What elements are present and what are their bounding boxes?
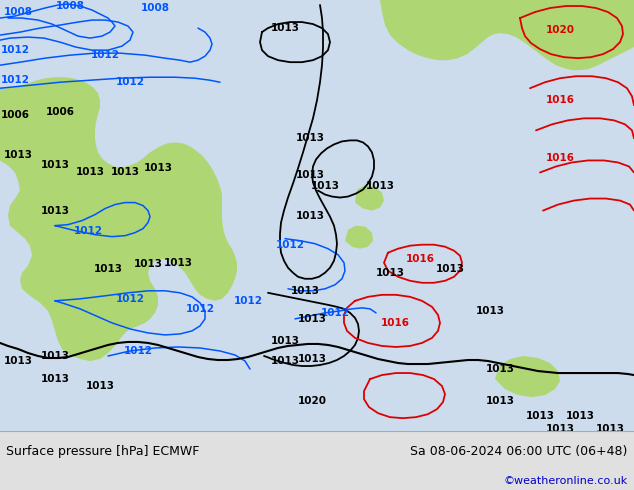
- Text: 1013: 1013: [566, 411, 595, 421]
- Polygon shape: [0, 0, 237, 361]
- Text: 1013: 1013: [41, 351, 70, 361]
- Text: 1013: 1013: [41, 206, 70, 216]
- Text: 1020: 1020: [545, 25, 574, 35]
- Polygon shape: [355, 186, 384, 211]
- Text: 1013: 1013: [526, 411, 555, 421]
- Text: 1013: 1013: [41, 160, 70, 171]
- Text: 1016: 1016: [545, 153, 574, 164]
- Polygon shape: [380, 0, 634, 70]
- Text: 1012: 1012: [74, 225, 103, 236]
- Text: 1013: 1013: [41, 374, 70, 384]
- Text: 1013: 1013: [75, 168, 105, 177]
- Polygon shape: [345, 225, 373, 249]
- Text: 1013: 1013: [545, 424, 574, 434]
- Text: 1013: 1013: [297, 314, 327, 324]
- Text: 1013: 1013: [476, 306, 505, 316]
- Text: 1013: 1013: [486, 396, 515, 406]
- Text: 1012: 1012: [115, 77, 145, 87]
- Text: 1016: 1016: [406, 254, 434, 264]
- Text: 1020: 1020: [297, 396, 327, 406]
- Text: Surface pressure [hPa] ECMWF: Surface pressure [hPa] ECMWF: [6, 445, 200, 458]
- Text: 1013: 1013: [86, 381, 115, 391]
- Text: 1006: 1006: [46, 107, 75, 117]
- Text: 1013: 1013: [436, 264, 465, 274]
- Polygon shape: [495, 356, 560, 397]
- Text: 1013: 1013: [295, 211, 325, 220]
- Text: 1012: 1012: [124, 346, 153, 356]
- Text: 1012: 1012: [186, 304, 214, 314]
- Text: 1013: 1013: [271, 23, 299, 33]
- Text: 1013: 1013: [134, 259, 162, 269]
- Text: 1013: 1013: [290, 286, 320, 296]
- Text: 1013: 1013: [143, 164, 172, 173]
- Text: 1008: 1008: [4, 7, 32, 17]
- Text: 1013: 1013: [110, 168, 139, 177]
- Text: 1013: 1013: [311, 180, 339, 191]
- Text: 1016: 1016: [545, 95, 574, 105]
- Text: 1013: 1013: [4, 150, 32, 160]
- Text: 1006: 1006: [1, 110, 30, 121]
- Text: 1012: 1012: [276, 240, 304, 250]
- Text: 1008: 1008: [141, 3, 169, 13]
- Text: 1012: 1012: [1, 75, 30, 85]
- Text: 1012: 1012: [91, 50, 119, 60]
- Text: 1013: 1013: [295, 133, 325, 144]
- Text: 1013: 1013: [271, 336, 299, 346]
- Text: 1016: 1016: [380, 318, 410, 328]
- Text: 1013: 1013: [93, 264, 122, 274]
- Text: 1013: 1013: [486, 364, 515, 374]
- Text: 1008: 1008: [56, 1, 84, 11]
- Text: 1013: 1013: [365, 180, 394, 191]
- Text: ©weatheronline.co.uk: ©weatheronline.co.uk: [503, 476, 628, 486]
- Text: 1013: 1013: [295, 171, 325, 180]
- Text: 1013: 1013: [375, 268, 404, 278]
- Text: 1013: 1013: [4, 356, 32, 366]
- Text: 1013: 1013: [297, 354, 327, 364]
- Text: 1012: 1012: [233, 296, 262, 306]
- Text: 1013: 1013: [271, 356, 299, 366]
- Text: 1012: 1012: [321, 308, 349, 318]
- Text: 1013: 1013: [595, 424, 624, 434]
- Text: 1013: 1013: [164, 258, 193, 268]
- Text: Sa 08-06-2024 06:00 UTC (06+48): Sa 08-06-2024 06:00 UTC (06+48): [410, 445, 628, 458]
- Text: 1012: 1012: [115, 294, 145, 304]
- Text: 1012: 1012: [1, 45, 30, 55]
